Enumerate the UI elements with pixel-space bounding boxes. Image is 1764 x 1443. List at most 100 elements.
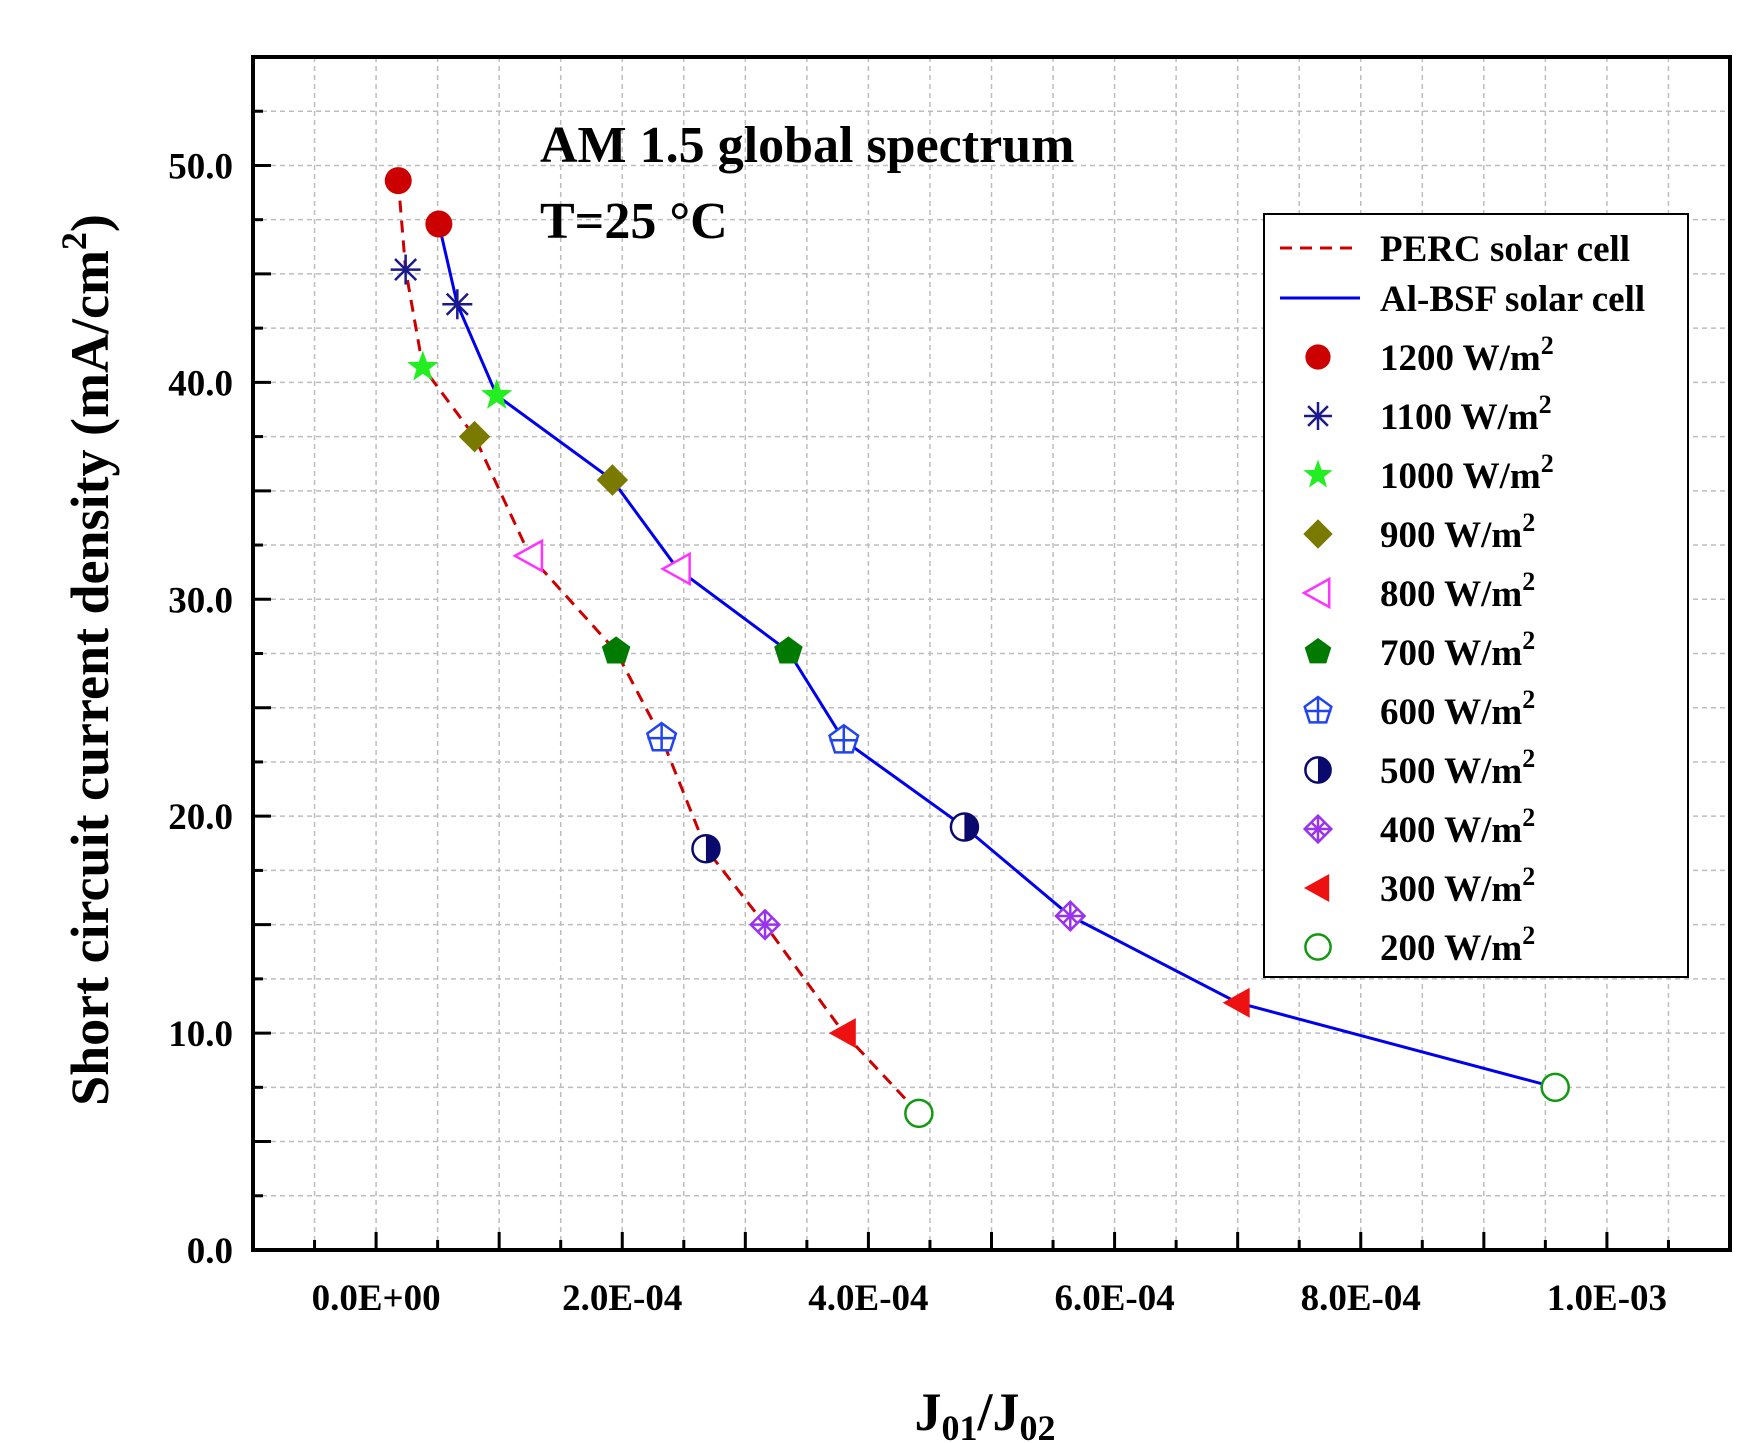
data-point-perc <box>691 833 721 864</box>
legend-label-text: 1100 W/m <box>1380 397 1539 438</box>
legend-label-sup: 2 <box>1522 744 1535 773</box>
legend-label: 800 W/m2 <box>1380 567 1535 615</box>
legend-label-text: 500 W/m <box>1380 751 1522 792</box>
legend-marker <box>1302 813 1334 845</box>
legend-label: 1100 W/m2 <box>1380 390 1552 438</box>
legend-label-text: 600 W/m <box>1380 692 1522 733</box>
legend-marker <box>1304 638 1332 664</box>
data-point-perc <box>512 538 544 574</box>
legend-label-sup: 2 <box>1541 331 1554 360</box>
marker-shape <box>1304 874 1330 902</box>
legend-label-sup: 2 <box>1522 803 1535 832</box>
x-tick-labels: 0.0E+00 2.0E-04 4.0E-04 6.0E-04 8.0E-04 1.0E-… <box>312 1278 1667 1319</box>
legend-label: 700 W/m2 <box>1380 626 1535 674</box>
data-point-perc <box>407 350 439 381</box>
legend-label: 1000 W/m2 <box>1380 449 1554 497</box>
marker-shape <box>1303 459 1333 488</box>
legend-label: 300 W/m2 <box>1380 862 1535 910</box>
legend-label-text: 300 W/m <box>1380 869 1522 910</box>
marker-shape <box>1304 638 1332 664</box>
data-point-al-bsf <box>660 551 691 587</box>
legend-label: 500 W/m2 <box>1380 744 1535 792</box>
marker-shape <box>1540 1072 1570 1103</box>
data-point-al-bsf <box>1054 899 1087 932</box>
series-line-perc <box>396 180 920 1115</box>
marker-shape <box>596 464 629 496</box>
marker-shape <box>425 210 453 238</box>
marker-shape <box>964 813 978 841</box>
marker-shape <box>394 258 418 282</box>
legend-marker <box>1303 695 1333 724</box>
data-point-al-bsf <box>774 636 803 664</box>
legend-label-text: 400 W/m <box>1380 810 1522 851</box>
y-tick-labels: 0.0 10.0 20.0 30.0 40.0 50.0 <box>168 146 233 1272</box>
data-point-perc <box>645 721 678 752</box>
marker-shape <box>481 378 513 409</box>
legend-marker <box>1304 756 1332 784</box>
y-tick-label: 20.0 <box>168 797 233 838</box>
legend-label-sup: 2 <box>1522 862 1535 891</box>
marker-shape <box>1305 344 1331 370</box>
legend-marker <box>1304 933 1332 961</box>
data-point-perc <box>384 167 412 195</box>
legend-label: PERC solar cell <box>1380 229 1630 270</box>
data-point-al-bsf <box>425 210 453 238</box>
legend-label-text: 800 W/m <box>1380 574 1522 615</box>
legend-label: 600 W/m2 <box>1380 685 1535 733</box>
legend-marker <box>1303 459 1333 488</box>
legend-label: 1200 W/m2 <box>1380 331 1554 379</box>
data-point-perc <box>601 636 631 664</box>
data-point-al-bsf <box>949 812 980 842</box>
annotation-temperature: T=25 °C <box>540 193 728 250</box>
data-point-perc <box>458 420 491 453</box>
legend-label: 900 W/m2 <box>1380 508 1535 556</box>
legend-marker <box>1303 519 1333 549</box>
legend-label-sup: 2 <box>1522 626 1535 655</box>
legend-label-sup: 2 <box>1522 508 1535 537</box>
marker-shape <box>407 350 439 381</box>
x-axis-title: J01/J02 <box>914 1382 1055 1443</box>
marker-shape <box>458 420 491 453</box>
x-tick-label: 8.0E-04 <box>1301 1278 1421 1319</box>
y-tick-label: 50.0 <box>168 146 233 187</box>
marker-shape <box>512 538 544 574</box>
marker-shape <box>1303 519 1333 549</box>
legend-label: 200 W/m2 <box>1380 921 1535 969</box>
grid-lines <box>253 57 1730 1250</box>
data-point-al-bsf <box>1222 987 1250 1018</box>
data-point-perc <box>828 1018 856 1049</box>
marker-shape <box>904 1098 934 1129</box>
data-point-perc <box>904 1098 934 1129</box>
marker-shape <box>1318 757 1331 783</box>
legend-label-sup: 2 <box>1539 390 1552 419</box>
data-point-perc <box>390 254 421 285</box>
legend: PERC solar cell Al-BSF solar cell 1200 W/m… <box>1263 213 1689 978</box>
marker-shape <box>384 167 412 195</box>
data-point-al-bsf <box>828 723 860 754</box>
marker-shape <box>774 636 803 664</box>
y-tick-label: 30.0 <box>168 580 233 621</box>
legend-box <box>1263 213 1689 978</box>
annotation-spectrum: AM 1.5 global spectrum <box>540 117 1074 174</box>
data-point-al-bsf <box>442 289 473 320</box>
data-point-al-bsf <box>481 378 513 409</box>
marker-shape <box>828 1018 856 1049</box>
legend-label-text: 900 W/m <box>1380 515 1522 556</box>
x-tick-label: 1.0E-03 <box>1547 1278 1667 1319</box>
marker-shape <box>660 551 691 587</box>
marker-shape <box>1304 933 1332 961</box>
marker-shape <box>1222 987 1250 1018</box>
marker-shape <box>601 636 631 664</box>
y-tick-label: 40.0 <box>168 363 233 404</box>
x-tick-label: 6.0E-04 <box>1054 1278 1174 1319</box>
legend-label-text: 1200 W/m <box>1380 338 1541 379</box>
data-point-al-bsf <box>596 464 629 496</box>
data-point-al-bsf <box>1540 1072 1570 1103</box>
legend-label-sup: 2 <box>1541 449 1554 478</box>
data-markers <box>384 167 1570 1129</box>
legend-label-text: 200 W/m <box>1380 928 1522 969</box>
x-tick-label: 2.0E-04 <box>562 1278 682 1319</box>
marker-shape <box>1301 576 1331 610</box>
marker-shape <box>445 292 469 316</box>
